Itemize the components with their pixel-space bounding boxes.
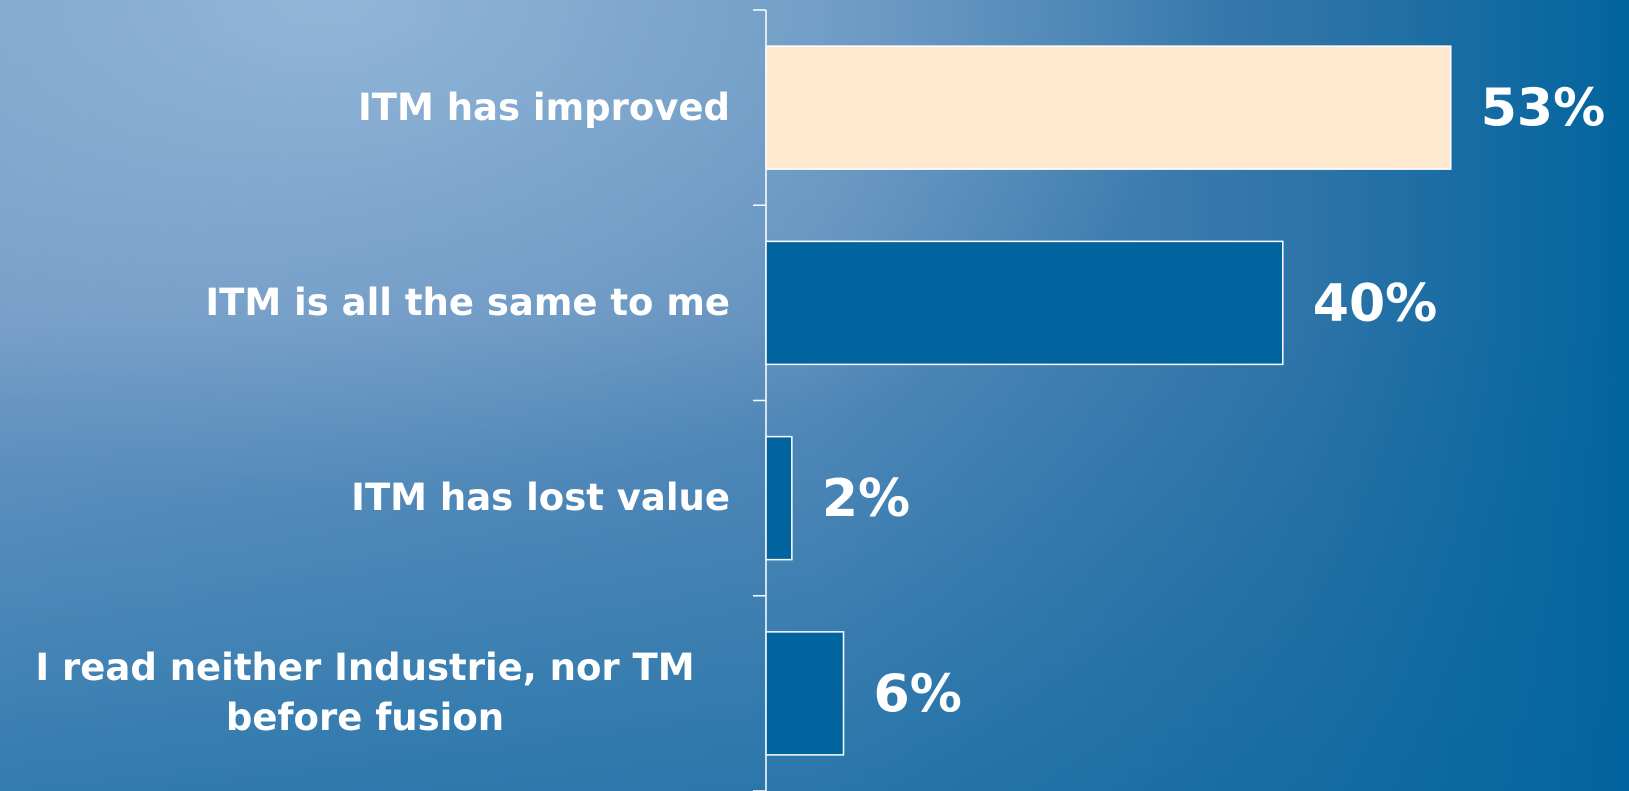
category-label: I read neither Industrie, nor TM before … bbox=[35, 646, 695, 740]
value-label: 2% bbox=[822, 469, 910, 529]
bar bbox=[765, 435, 793, 561]
value-label: 53% bbox=[1481, 79, 1605, 139]
category-label: ITM has improved bbox=[357, 85, 730, 129]
category-label-box: ITM has lost value bbox=[0, 438, 730, 558]
bar bbox=[765, 45, 1452, 170]
category-label: ITM is all the same to me bbox=[205, 280, 730, 324]
bar bbox=[765, 240, 1284, 366]
value-label: 6% bbox=[874, 664, 962, 724]
category-label-box: ITM is all the same to me bbox=[0, 243, 730, 363]
category-label-box: ITM has improved bbox=[0, 48, 730, 168]
category-label-box: I read neither Industrie, nor TM before … bbox=[0, 633, 730, 753]
value-label: 40% bbox=[1313, 274, 1437, 334]
category-label: ITM has lost value bbox=[351, 476, 730, 520]
bar bbox=[765, 631, 845, 756]
